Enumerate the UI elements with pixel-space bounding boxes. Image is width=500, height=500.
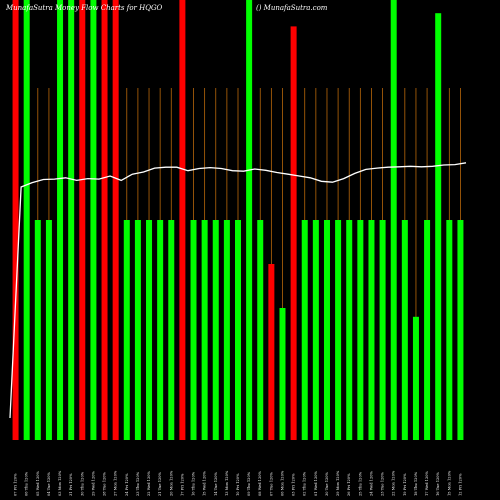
bar-up: [68, 0, 75, 440]
bar-up: [412, 316, 419, 440]
x-tick-label: 20 Mon 120%: [169, 470, 173, 496]
bar-up: [301, 220, 308, 440]
bar-up: [23, 0, 30, 440]
x-tick-label: 06 Thu 120%: [25, 471, 29, 496]
x-tick-label: 03 Fri 120%: [292, 473, 296, 496]
x-tick-label: 19 Fri 120%: [403, 473, 407, 496]
x-tick-label: 06 Mon 120%: [280, 470, 284, 496]
x-tick-label: 24 Fri 120%: [125, 473, 129, 496]
bar-up: [123, 220, 130, 440]
bar-up: [390, 0, 397, 440]
bar-down: [101, 0, 108, 440]
bar-up: [190, 220, 197, 440]
x-tick-label: 30 Tue 120%: [325, 471, 329, 496]
site-credit: () MunafaSutra.com: [256, 4, 328, 12]
x-tick-label: 13 Mon 120%: [225, 470, 229, 496]
bar-up: [346, 220, 353, 440]
x-tick-label: 29 Mon 120%: [336, 470, 340, 496]
x-tick-label: 24 Wed 120%: [369, 470, 373, 496]
x-tick-label: 09 Thu 120%: [247, 471, 251, 496]
bar-down: [179, 0, 186, 440]
bar-up: [257, 220, 264, 440]
bar-up: [379, 220, 386, 440]
bar-up: [45, 220, 52, 440]
bar-up: [57, 0, 64, 440]
x-tick-label: 31 Fri 120%: [69, 473, 73, 496]
bar-up: [157, 220, 164, 440]
bar-up: [357, 220, 364, 440]
x-tick-label: 28 Tue 120%: [103, 471, 107, 496]
x-tick-label: 10 Fri 120%: [236, 473, 240, 496]
x-tick-label: 15 Mon 120%: [447, 470, 451, 496]
x-tick-label: 16 Thu 120%: [192, 471, 196, 496]
x-tick-label: 07 Fri 120%: [14, 473, 18, 496]
bar-up: [457, 220, 464, 440]
bar-up: [435, 13, 442, 440]
x-tick-label: 04 Tue 120%: [47, 471, 51, 496]
bar-up: [312, 220, 319, 440]
bar-down: [79, 0, 86, 440]
bar-up: [246, 0, 253, 440]
x-tick-label: 22 Mon 120%: [392, 470, 396, 496]
moving-average-line-group: [9, 162, 467, 419]
bar-down: [268, 264, 275, 440]
bar-down: [12, 0, 19, 440]
bar-up: [235, 220, 241, 440]
bar-down: [290, 26, 297, 441]
x-tick-label: 27 Mon 120%: [114, 470, 118, 496]
bar-up: [134, 220, 141, 440]
bar-up: [446, 220, 453, 440]
bar-up: [146, 220, 153, 440]
bar-up: [335, 220, 342, 440]
x-tick-label: 07 Tue 120%: [269, 471, 273, 496]
bar-up: [168, 220, 175, 440]
x-tick-label: 25 Thu 120%: [358, 471, 362, 496]
x-tick-label: 23 Tue 120%: [381, 471, 385, 496]
x-tick-label: 23 Thu 120%: [136, 471, 140, 496]
bar-up: [368, 220, 375, 440]
x-tick-label: 14 Tue 120%: [214, 471, 218, 496]
bar-up: [401, 220, 408, 440]
x-tick-label: 18 Thu 120%: [414, 471, 418, 496]
bar-up: [212, 220, 219, 440]
chart-title: MunafaSutra Money Flow Charts for HQGO: [5, 4, 163, 12]
x-tick-label: 22 Wed 120%: [147, 470, 151, 496]
x-tick-label: 21 Tue 120%: [158, 471, 162, 496]
bar-up: [279, 308, 286, 440]
bars-group: [12, 0, 464, 441]
x-tick-label: 05 Wed 120%: [36, 470, 40, 496]
x-tick-label: 26 Fri 120%: [347, 473, 351, 496]
x-tick-label: 08 Wed 120%: [258, 470, 262, 496]
x-tick-label: 30 Thu 120%: [80, 471, 84, 496]
bar-up: [323, 220, 330, 440]
x-tick-label: 01 Wed 120%: [314, 470, 318, 496]
bar-down: [112, 0, 119, 440]
moving-average-line: [9, 162, 467, 419]
bar-up: [90, 0, 97, 440]
x-tick-labels: 07 Fri 120% 06 Thu 120% 05 Wed 120% 04 Tue …: [14, 470, 463, 496]
x-tick-label: 03 Mon 120%: [58, 470, 62, 496]
bar-up: [424, 220, 431, 440]
x-tick-label: 16 Tue 120%: [436, 471, 440, 496]
bar-up: [34, 220, 41, 440]
x-tick-label: 29 Wed 120%: [91, 470, 95, 496]
x-tick-label: 02 Thu 120%: [303, 471, 307, 496]
x-tick-label: 15 Wed 120%: [203, 470, 207, 496]
bar-up: [223, 220, 230, 440]
x-tick-label: 17 Wed 120%: [425, 470, 429, 496]
x-tick-label: 17 Fri 120%: [180, 473, 184, 496]
bar-up: [201, 220, 208, 440]
x-tick-label: 12 Fri 120%: [458, 473, 462, 496]
